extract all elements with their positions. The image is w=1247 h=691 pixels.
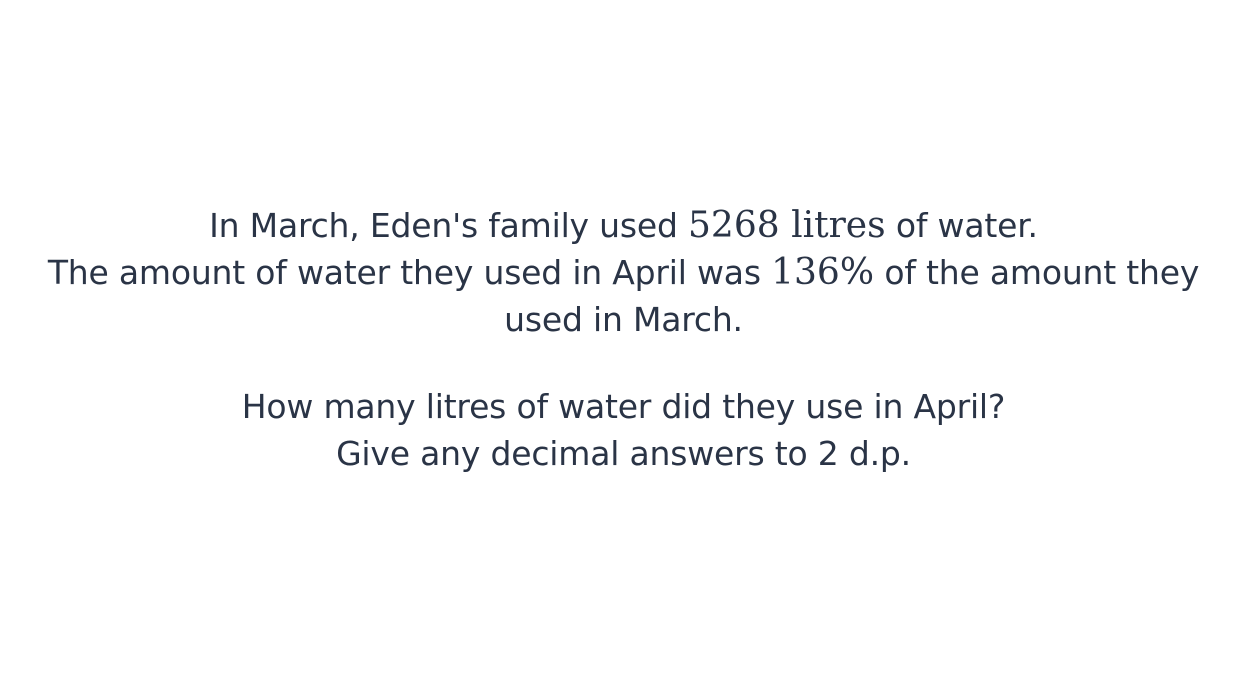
question-line-2: The amount of water they used in April w… <box>0 249 1247 296</box>
question-line-3: used in March. <box>504 300 743 339</box>
question-line-1: In March, Eden's family used 5268 litres… <box>0 202 1247 249</box>
question-text-block: In March, Eden's family used 5268 litres… <box>0 202 1247 477</box>
question-prompt: How many litres of water did they use in… <box>241 387 1006 426</box>
water-used-march-value: 5268 litres <box>688 205 886 246</box>
answer-instruction: Give any decimal answers to 2 d.p. <box>336 434 911 473</box>
question-line-2-text-before: The amount of water they used in April w… <box>47 253 772 292</box>
spacer <box>0 343 1247 383</box>
question-line-1-text-after: of water. <box>885 206 1038 245</box>
question-line-2-text-after: of the amount they <box>874 253 1200 292</box>
april-percentage-value: 136% <box>771 252 875 293</box>
question-line-1-text-before: In March, Eden's family used <box>209 206 689 245</box>
